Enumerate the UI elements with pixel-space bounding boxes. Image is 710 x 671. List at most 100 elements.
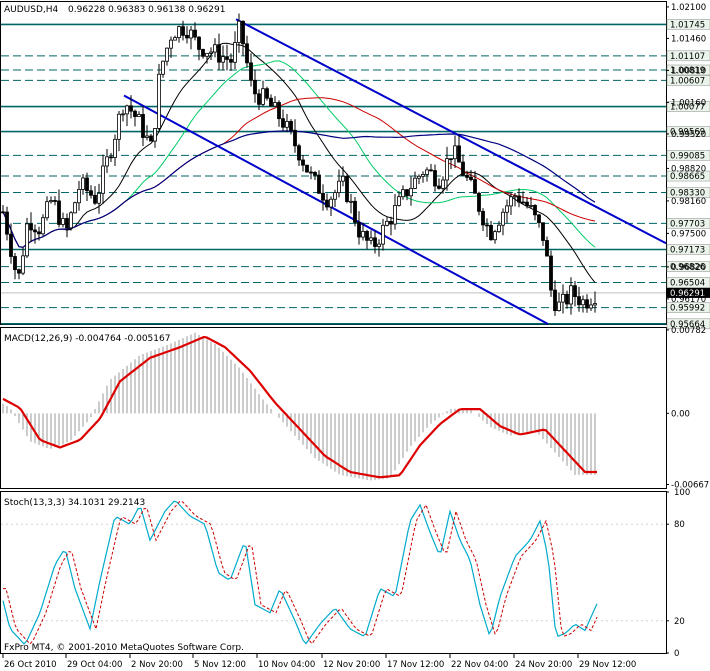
candle-body (461, 161, 465, 176)
candle-body (417, 175, 421, 179)
candle-body (77, 189, 81, 204)
candle-body (69, 212, 73, 229)
candle-body (89, 190, 93, 196)
macd-panel[interactable] (0, 327, 667, 489)
price-tick-label: 1.02100 (671, 3, 706, 13)
candle-body (545, 240, 549, 257)
level-label: 1.00607 (670, 76, 705, 86)
copyright-footer: FxPro MT4, © 2001-2010 MetaQuotes Softwa… (4, 643, 244, 653)
candle-body (429, 169, 433, 172)
level-label: 1.01107 (670, 52, 705, 62)
candle-body (45, 201, 49, 219)
candle-body (133, 110, 137, 117)
level-label: 0.95664 (670, 320, 705, 330)
level-label: 0.95992 (670, 304, 705, 314)
candle-body (325, 199, 329, 208)
candle-body (341, 175, 345, 182)
candle-body (425, 169, 429, 175)
candle-body (153, 128, 157, 142)
price-tick-label: 0.98160 (671, 197, 706, 207)
candle-body (393, 205, 397, 225)
macd-tick-label: 0.00782 (671, 326, 706, 336)
candle-body (573, 285, 577, 298)
level-label: 0.97173 (670, 246, 705, 256)
candle-body (449, 158, 453, 161)
candle-body (169, 39, 173, 49)
candle-body (261, 88, 265, 105)
price-tick-label: 1.00810 (671, 66, 706, 76)
candle-body (125, 105, 129, 115)
stoch-panel[interactable] (0, 491, 667, 654)
candle-body (437, 185, 441, 189)
candle-body (469, 176, 473, 180)
candle-body (85, 177, 89, 192)
candle-body (313, 171, 317, 176)
macd-tick-label: 0.00 (671, 409, 690, 419)
candle-body (433, 170, 437, 187)
channel-upper (235, 18, 667, 245)
level-label: 1.00819 (670, 66, 705, 76)
candle-body (9, 233, 13, 257)
candle-body (165, 47, 169, 62)
candle-body (297, 145, 301, 161)
candle-body (97, 192, 101, 204)
level-label: 0.96504 (670, 278, 705, 288)
symbol-label: AUDUSD,H4 (4, 5, 59, 15)
time-tick-label: 24 Nov 20:00 (515, 660, 572, 670)
candle-body (25, 223, 29, 257)
candle-body (397, 196, 401, 206)
trend-channel (123, 18, 667, 325)
stoch-main (2, 500, 598, 645)
candle-body (361, 230, 365, 238)
stoch-tick-label: 20 (674, 617, 685, 627)
level-label: 0.96826 (670, 263, 705, 273)
price-tick-label: 1.00160 (671, 98, 706, 108)
candle-body (225, 56, 229, 60)
candle-body (289, 120, 293, 131)
candle-body (589, 304, 593, 309)
level-label-box (666, 126, 710, 137)
candle-body (353, 200, 357, 223)
candle-body (281, 118, 285, 128)
stoch-tick-label: 100 (674, 488, 690, 498)
candle-body (377, 243, 381, 247)
time-tick-label: 12 Nov 20:00 (323, 660, 380, 670)
candle-body (113, 138, 117, 158)
candle-body (5, 211, 9, 235)
candle-body (521, 201, 525, 204)
stoch-label: Stoch(13,3,3) 34.1031 29.2143 (4, 498, 145, 508)
candle-body (385, 220, 389, 226)
candle-body (157, 73, 161, 129)
candle-body (593, 303, 597, 306)
level-label-box (666, 302, 710, 313)
candle-body (81, 177, 85, 190)
level-label-box (666, 244, 710, 255)
candle-body (345, 175, 349, 202)
time-tick-label: 2 Nov 20:00 (131, 660, 183, 670)
level-label-box (666, 75, 710, 86)
stoch-signal (3, 500, 598, 645)
candle-body (421, 173, 425, 177)
ohlc-header: 0.96228 0.96383 0.96138 0.96291 (68, 5, 225, 15)
candle-body (541, 222, 545, 241)
candle-body (585, 299, 589, 309)
candle-body (305, 164, 309, 173)
candle-body (581, 299, 585, 306)
candle-body (245, 43, 249, 64)
candle-body (33, 229, 37, 233)
time-tick-label: 22 Nov 04:00 (451, 660, 508, 670)
level-label-box (666, 318, 710, 330)
stoch-tick-label: 80 (674, 520, 685, 530)
candle-body (381, 224, 385, 245)
candle-body (293, 129, 297, 147)
candle-body (277, 102, 281, 120)
candle-body (349, 200, 353, 203)
level-label: 0.99569 (670, 128, 705, 138)
candle-body (505, 205, 509, 213)
candle-body (405, 189, 409, 197)
level-label-box (666, 19, 710, 30)
candle-body (53, 200, 57, 202)
candle-body (525, 201, 529, 207)
